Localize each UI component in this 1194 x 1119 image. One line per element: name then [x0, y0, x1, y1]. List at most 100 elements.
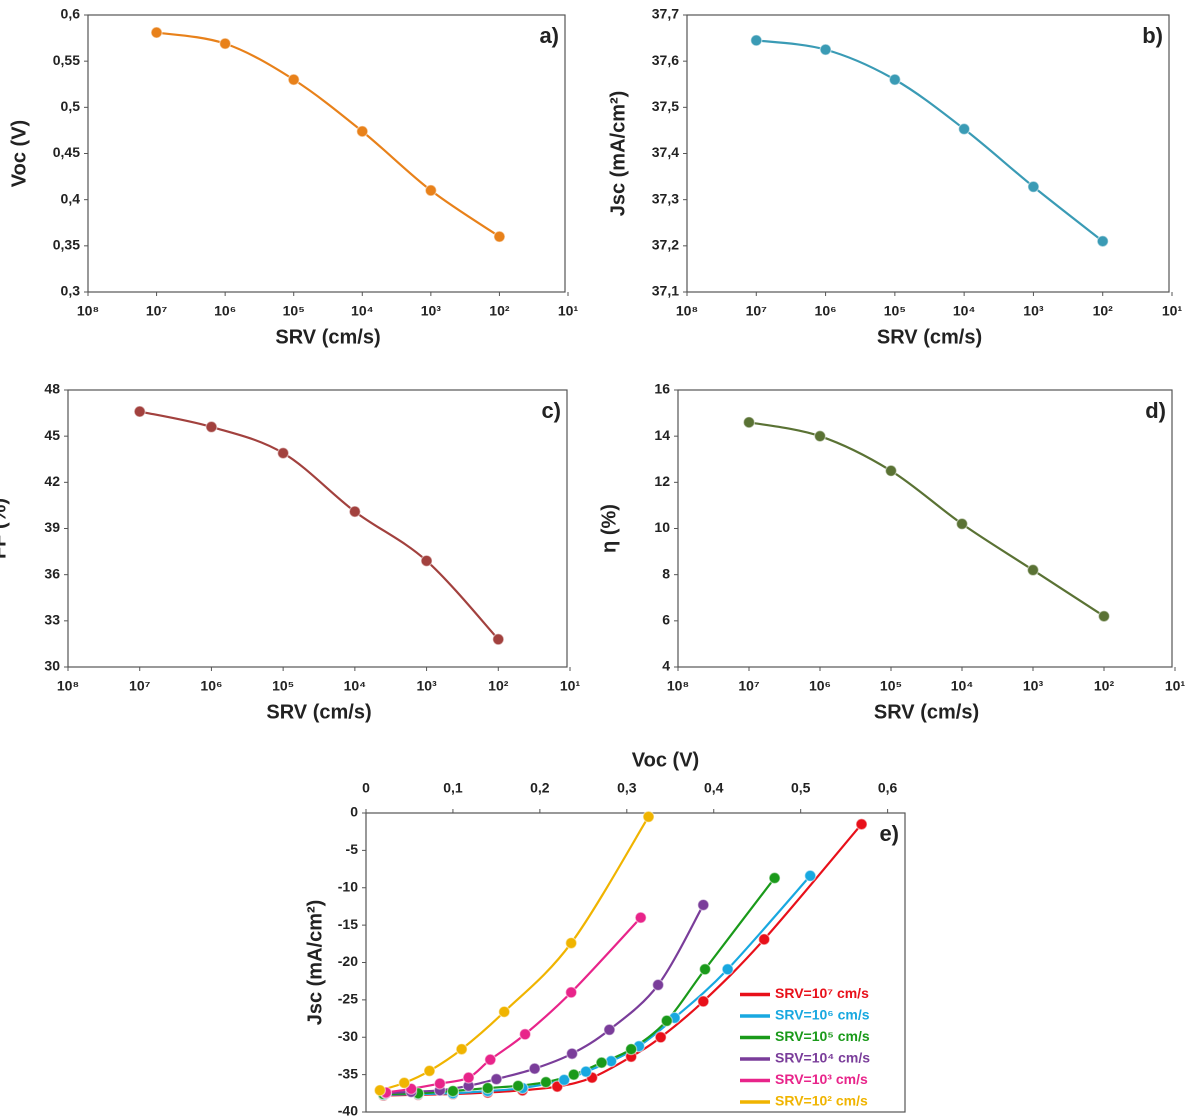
- y-tick-label: 0,6: [61, 6, 81, 22]
- y-tick-label: 4: [662, 658, 670, 674]
- x-tick-label: 10³: [416, 678, 437, 694]
- x-tick-label: 10³: [1023, 678, 1044, 694]
- plot-frame: [686, 14, 1170, 293]
- data-point: [490, 1073, 503, 1086]
- y-tick-label: 0,5: [61, 98, 81, 114]
- data-point: [512, 1079, 525, 1092]
- x-axis-label: SRV (cm/s): [874, 701, 979, 723]
- y-tick-label: 10: [654, 519, 670, 535]
- x-tick-label: 10²: [488, 678, 509, 694]
- y-tick-label: -30: [338, 1028, 358, 1044]
- data-point: [1026, 563, 1040, 577]
- legend-label: SRV=10⁷ cm/s: [775, 985, 869, 1001]
- data-point: [742, 416, 756, 429]
- data-point: [595, 1056, 608, 1069]
- data-point: [498, 1005, 511, 1018]
- x-tick-label: 10⁷: [746, 303, 768, 319]
- data-point: [652, 978, 665, 992]
- data-point: [750, 34, 763, 47]
- data-point: [348, 505, 361, 518]
- data-point: [219, 37, 232, 50]
- x-axis-label: SRV (cm/s): [877, 326, 982, 348]
- data-point: [446, 1084, 460, 1098]
- data-point: [423, 1064, 436, 1077]
- data-point: [420, 554, 433, 567]
- data-point: [888, 73, 901, 86]
- legend-label: SRV=10⁵ cm/s: [775, 1028, 870, 1044]
- y-tick-label: -40: [338, 1103, 358, 1119]
- y-tick-label: 0: [350, 804, 358, 820]
- y-tick-label: 37,4: [652, 144, 679, 160]
- x-tick-label: 10⁸: [667, 678, 689, 694]
- data-point: [205, 420, 218, 434]
- y-tick-label: 37,5: [652, 98, 679, 114]
- data-point: [654, 1031, 667, 1044]
- data-point: [698, 963, 712, 976]
- y-tick-label: 48: [44, 381, 60, 397]
- x-tick-label: 10¹: [558, 303, 579, 319]
- x-tick-label: 10⁶: [214, 303, 236, 319]
- y-tick-label: -35: [338, 1065, 358, 1081]
- x-tick-label: 0,5: [791, 780, 811, 796]
- data-point: [356, 125, 369, 138]
- panel-label: e): [879, 821, 899, 846]
- data-line: [756, 39, 1104, 243]
- x-axis-label: Voc (V): [632, 749, 699, 771]
- x-tick-label: 10⁸: [57, 678, 79, 694]
- x-tick-label: 10⁵: [884, 303, 906, 319]
- y-tick-label: 6: [662, 612, 670, 628]
- x-tick-label: 0: [362, 780, 370, 796]
- data-point: [1027, 180, 1040, 193]
- x-tick-label: 10⁵: [272, 678, 294, 694]
- data-point: [697, 995, 710, 1008]
- x-tick-label: 10¹: [1165, 678, 1186, 694]
- x-tick-label: 10¹: [1162, 303, 1183, 319]
- y-tick-label: 37,2: [652, 237, 679, 253]
- data-line: [156, 31, 501, 238]
- data-point: [603, 1023, 616, 1036]
- y-tick-label: 0,3: [61, 283, 81, 299]
- x-tick-label: 10⁴: [344, 678, 367, 694]
- data-point: [634, 911, 647, 924]
- y-tick-label: 45: [44, 427, 60, 443]
- legend-label: SRV=10² cm/s: [775, 1093, 868, 1109]
- x-tick-label: 0,3: [617, 780, 637, 796]
- plot-frame: [677, 389, 1173, 668]
- legend-label: SRV=10³ cm/s: [775, 1071, 868, 1087]
- y-tick-label: 30: [44, 658, 60, 674]
- data-point: [579, 1065, 593, 1078]
- y-tick-label: 37,1: [652, 283, 679, 299]
- x-axis-label: SRV (cm/s): [275, 326, 380, 348]
- x-tick-label: 0,6: [878, 780, 898, 796]
- y-tick-label: -15: [338, 916, 358, 932]
- data-point: [398, 1076, 411, 1089]
- data-point: [1097, 610, 1111, 623]
- data-point: [855, 818, 868, 831]
- x-axis-label: SRV (cm/s): [266, 701, 371, 723]
- y-axis-label: Voc (V): [8, 120, 30, 187]
- y-tick-label: 8: [662, 565, 670, 581]
- x-tick-label: 10¹: [560, 678, 581, 694]
- data-point: [528, 1062, 541, 1075]
- x-tick-label: 10⁷: [146, 303, 168, 319]
- x-tick-label: 0,4: [704, 780, 724, 796]
- x-tick-label: 10⁶: [815, 303, 837, 319]
- data-point: [1096, 235, 1109, 248]
- y-tick-label: 37,6: [652, 52, 679, 68]
- x-tick-label: 10⁴: [951, 678, 974, 694]
- data-point: [625, 1043, 638, 1056]
- x-tick-label: 10⁷: [738, 678, 760, 694]
- data-point: [565, 936, 578, 950]
- data-point: [565, 1047, 579, 1060]
- y-tick-label: 36: [44, 565, 60, 581]
- y-tick-label: 37,3: [652, 190, 679, 206]
- data-line: [383, 877, 776, 1096]
- plot-frame: [365, 812, 906, 1113]
- data-point: [150, 26, 163, 39]
- plot-frame: [87, 14, 566, 293]
- data-point: [813, 430, 827, 443]
- data-point: [493, 230, 506, 243]
- data-point: [492, 633, 505, 646]
- y-tick-label: -20: [338, 953, 358, 969]
- y-axis-label: Jsc (mA/cm²): [607, 91, 629, 217]
